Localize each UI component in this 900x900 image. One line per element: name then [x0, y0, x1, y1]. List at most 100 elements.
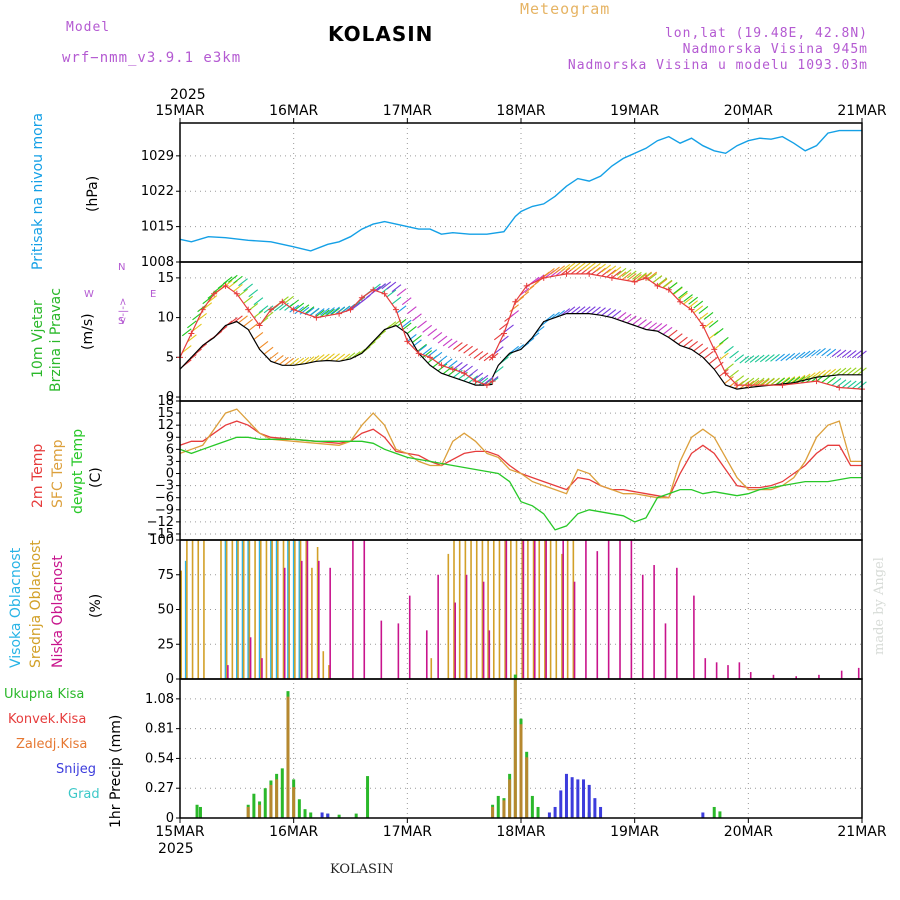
bottom-year-label: 2025	[158, 841, 194, 857]
wind-gust-marker	[688, 306, 695, 313]
wind-barb	[647, 322, 658, 331]
wind-barb	[243, 318, 253, 327]
wind-barb	[442, 358, 453, 367]
wind-gust-marker	[381, 290, 388, 297]
bottom-time-tick-label: 18MAR	[496, 824, 545, 840]
wind-barb	[412, 313, 422, 322]
y-tick-label: −12	[147, 515, 174, 530]
frozen-precip-bar	[491, 806, 495, 818]
wind-barb	[299, 306, 310, 315]
wind-barb	[238, 315, 248, 324]
wind-barb	[831, 349, 842, 358]
snow-bar	[326, 813, 330, 818]
frozen-precip-bar	[508, 779, 512, 818]
y-tick-label: 0.54	[145, 751, 174, 766]
wind-gust-marker	[540, 274, 547, 281]
wind-barb	[708, 319, 719, 328]
wind-barb	[248, 323, 259, 331]
temp-panel-frame	[179, 400, 863, 541]
wind-barb	[816, 347, 826, 356]
wind-barb	[770, 353, 780, 362]
wind-gust-marker	[500, 330, 507, 337]
wind-gust-marker	[512, 298, 519, 305]
wind-barb	[826, 348, 837, 357]
wind-gust-marker	[461, 370, 468, 377]
wind-gust-marker	[654, 282, 661, 289]
wind-barb	[591, 266, 601, 275]
wind-barb	[652, 323, 663, 331]
wind-barb	[672, 287, 683, 295]
wind-barb	[427, 328, 438, 337]
wind-barb	[616, 311, 627, 320]
total-precip-bar	[309, 812, 313, 818]
wind-barb	[821, 348, 831, 357]
wind-gust-marker	[608, 274, 615, 281]
frozen-precip-bar	[519, 724, 523, 818]
wind-barb	[514, 296, 525, 305]
wind-barb	[800, 350, 811, 359]
pressure-line	[179, 129, 862, 252]
wind-barb	[401, 319, 412, 328]
wind-barb	[836, 367, 847, 376]
wind-barb	[734, 375, 745, 384]
frozen-precip-bar	[258, 804, 262, 818]
wind-barb	[458, 343, 468, 352]
y-tick-label: 3	[166, 454, 174, 469]
wind-barb	[841, 349, 852, 358]
wind-barb	[570, 262, 581, 271]
wind-barb	[713, 328, 724, 336]
y-tick-label: 1022	[141, 184, 174, 199]
wind-barb	[248, 289, 259, 298]
y-tick-label: 0	[166, 467, 174, 482]
wind-barb	[299, 356, 310, 365]
wind-barb	[672, 286, 683, 295]
y-tick-label: 0	[166, 390, 174, 405]
wind-barb	[243, 295, 253, 304]
wind-barb	[831, 368, 842, 376]
wind-barb	[713, 361, 724, 370]
wind-barb	[550, 266, 560, 275]
snow-bar	[599, 806, 603, 818]
wind-barb	[187, 334, 197, 343]
wind-barb	[417, 343, 427, 352]
wind-barb	[463, 345, 473, 354]
wind-barb	[678, 336, 688, 345]
wind-barb	[437, 355, 448, 364]
y-tick-label: 1015	[141, 220, 174, 235]
top-time-tick-label: 20MAR	[724, 103, 773, 119]
top-time-tick-label: 17MAR	[383, 103, 432, 119]
wind-barb	[233, 283, 243, 292]
wind-barb	[790, 375, 801, 384]
snow-bar	[559, 790, 563, 818]
wind-barb	[447, 340, 458, 349]
footer-station: KOLASIN	[330, 862, 394, 877]
wind-speed-line	[179, 320, 493, 386]
top-time-tick-label: 15MAR	[155, 103, 204, 119]
wind-barb	[192, 312, 202, 321]
wind-barb	[555, 265, 566, 274]
wind-gust-marker	[415, 350, 422, 357]
wind-gust-marker	[836, 384, 843, 391]
wind-barb	[289, 299, 300, 308]
wind-barb	[376, 283, 386, 292]
bottom-time-tick-label: 15MAR	[155, 824, 204, 840]
wind-barb	[836, 379, 847, 388]
wind-barb	[422, 350, 433, 358]
wind-barb	[483, 377, 494, 386]
wind-barb	[320, 353, 330, 362]
wind-gust-marker	[427, 354, 434, 361]
wind-barb	[780, 353, 791, 362]
wind-barb	[238, 278, 248, 287]
y-tick-label: 6	[166, 442, 174, 457]
wind-barb	[294, 306, 305, 315]
wind-barb	[258, 340, 269, 349]
wind-gust-marker	[665, 286, 672, 293]
wind-gust-marker	[290, 306, 297, 313]
wind-gust-marker	[256, 322, 263, 329]
wind-barb	[800, 373, 811, 382]
wind-barb	[759, 354, 770, 363]
wind-gust-marker	[358, 294, 365, 301]
wind-barb	[437, 363, 448, 372]
wind-barb	[744, 380, 755, 389]
